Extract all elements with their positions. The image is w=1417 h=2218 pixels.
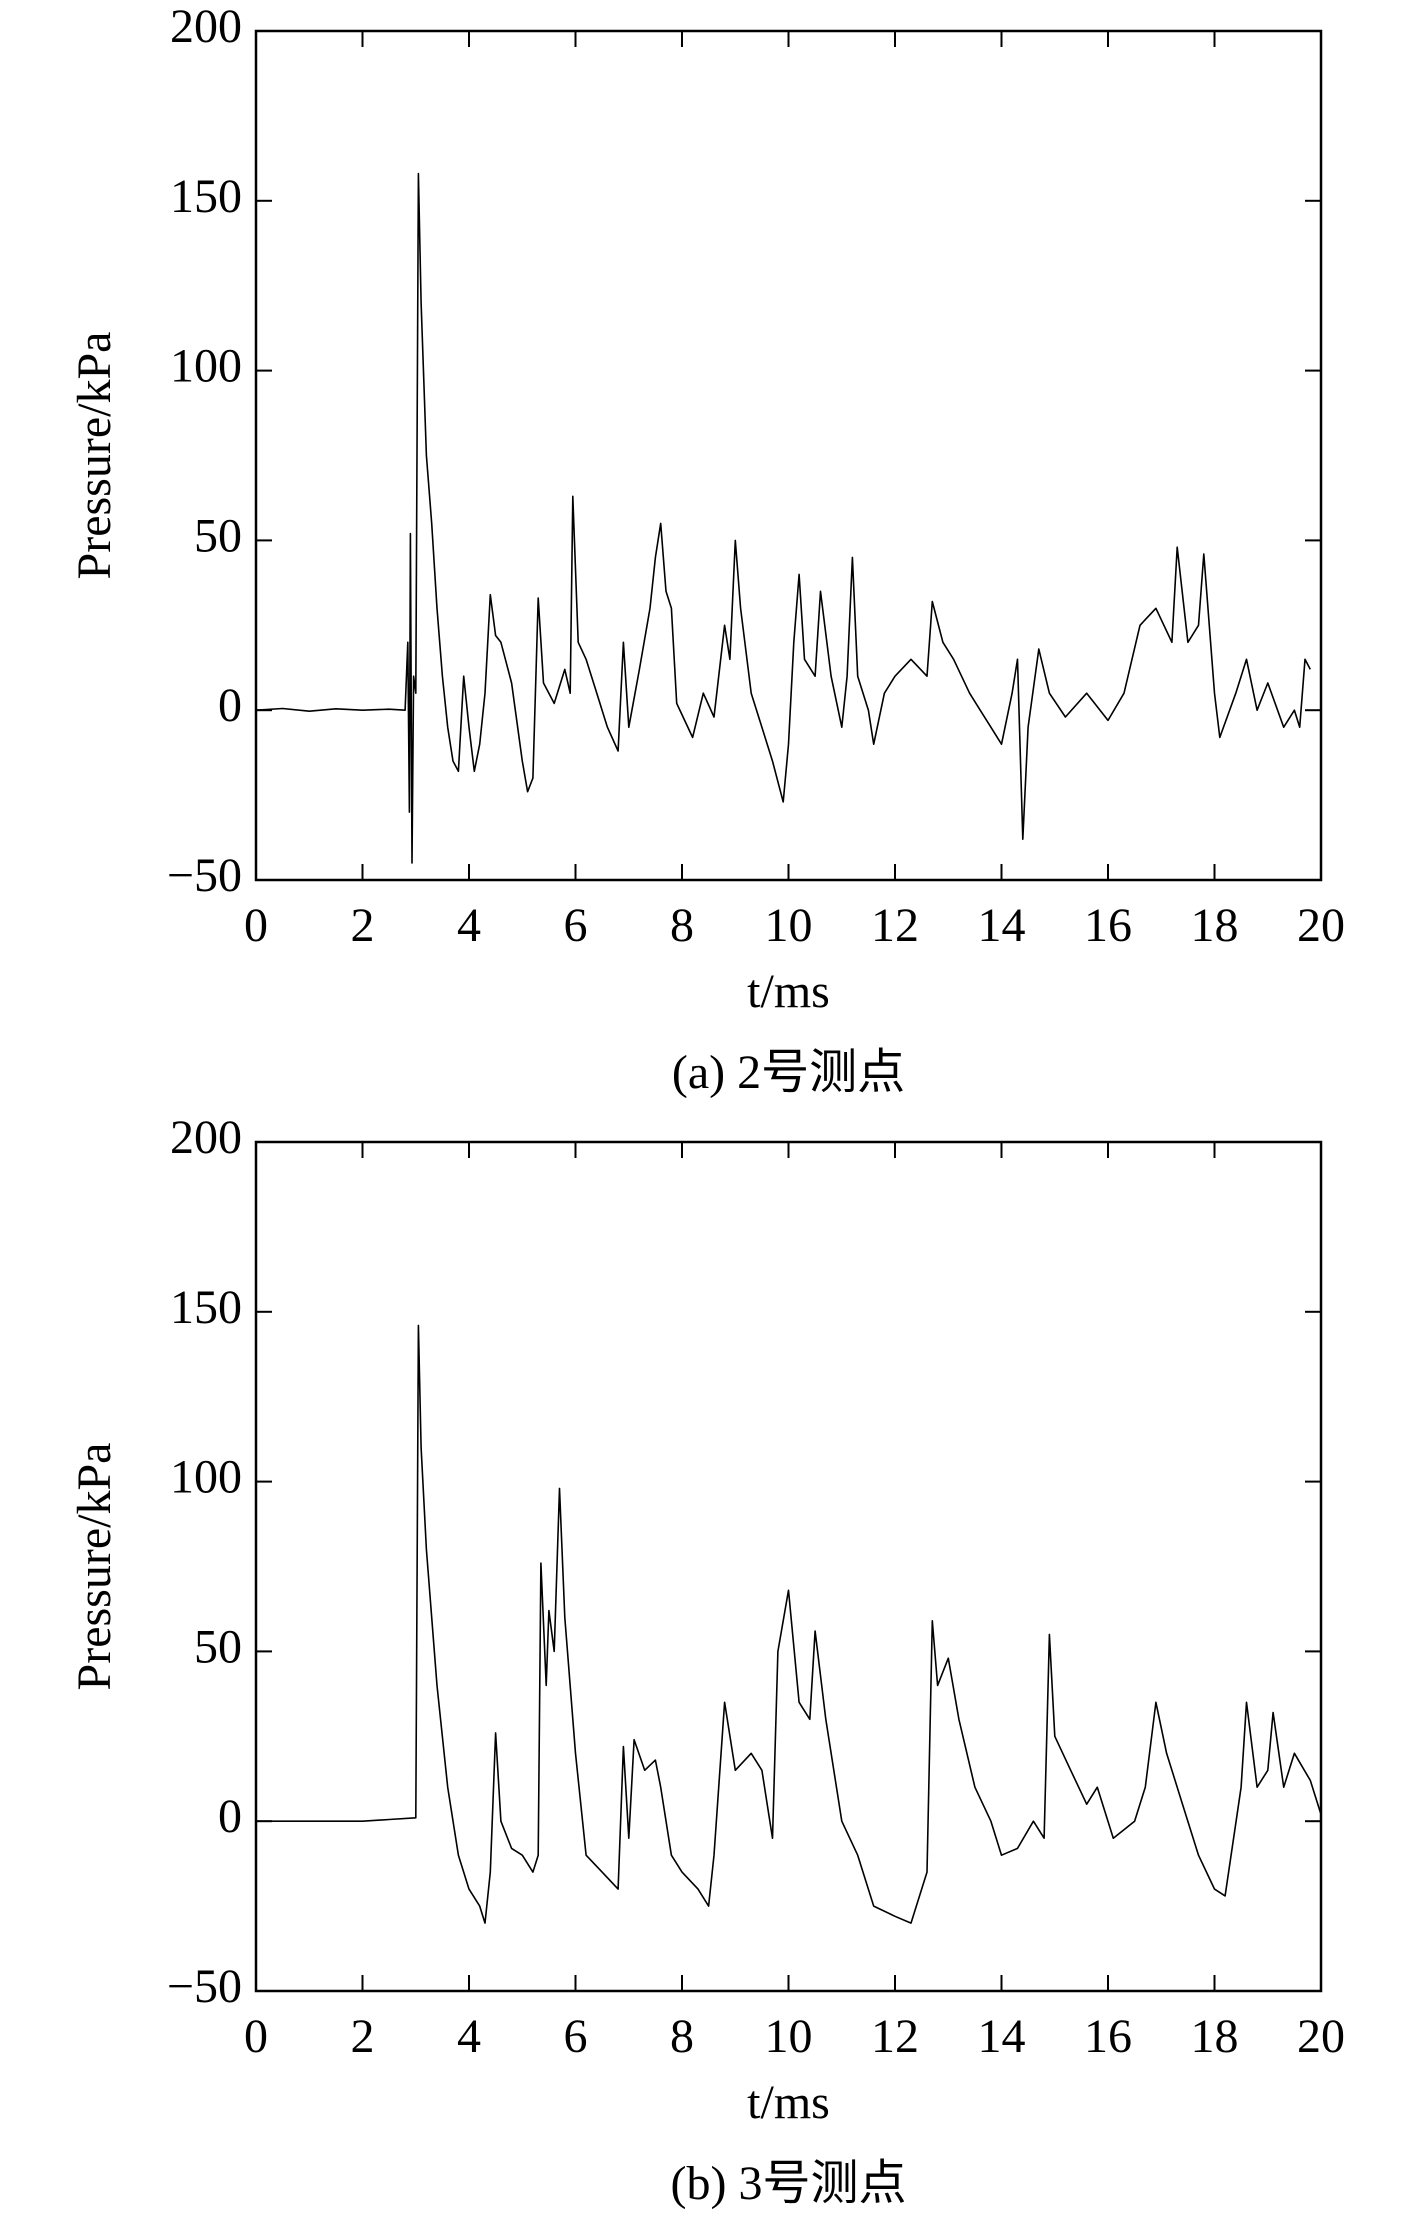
y-tick-label: −50 <box>167 1960 242 2013</box>
x-tick-label: 2 <box>351 2010 375 2063</box>
caption: (b) 3号测点 <box>671 2157 907 2210</box>
x-tick-label: 12 <box>871 2010 919 2063</box>
pressure-trace <box>256 1324 1322 1924</box>
y-tick-label: 0 <box>218 679 242 732</box>
pressure-trace <box>255 172 1312 864</box>
x-tick-label: 6 <box>564 2010 588 2063</box>
plot-frame <box>254 1140 1323 1993</box>
x-tick-label: 4 <box>457 899 481 952</box>
x-tick-label: 18 <box>1191 2010 1239 2063</box>
y-tick-label: 150 <box>170 1281 242 1334</box>
x-tick-label: 2 <box>351 899 375 952</box>
x-tick-label: 0 <box>244 2010 268 2063</box>
y-tick-label: 150 <box>170 170 242 223</box>
x-tick-label: 10 <box>765 899 813 952</box>
y-tick-label: 0 <box>218 1790 242 1843</box>
y-tick-label: −50 <box>167 849 242 902</box>
x-axis-label: t/ms <box>747 2076 830 2129</box>
y-tick-label: 100 <box>170 1451 242 1504</box>
x-tick-label: 6 <box>564 899 588 952</box>
x-tick-label: 12 <box>871 899 919 952</box>
y-tick-label: 100 <box>170 340 242 393</box>
y-tick-label: 50 <box>194 1620 242 1673</box>
y-tick-label: 200 <box>170 1111 242 1164</box>
x-tick-label: 14 <box>978 2010 1026 2063</box>
x-tick-label: 4 <box>457 2010 481 2063</box>
x-axis-label: t/ms <box>747 965 830 1018</box>
plot-frame <box>254 29 1323 882</box>
x-tick-label: 20 <box>1297 2010 1345 2063</box>
y-axis-label: Pressure/kPa <box>68 1443 121 1691</box>
x-tick-label: 20 <box>1297 899 1345 952</box>
x-tick-label: 8 <box>670 2010 694 2063</box>
y-tick-label: 50 <box>194 509 242 562</box>
caption: (a) 2号测点 <box>672 1046 905 1099</box>
x-tick-label: 10 <box>765 2010 813 2063</box>
x-tick-label: 0 <box>244 899 268 952</box>
x-tick-label: 18 <box>1191 899 1239 952</box>
y-tick-label: 200 <box>170 0 242 53</box>
x-tick-label: 14 <box>978 899 1026 952</box>
y-axis-label: Pressure/kPa <box>68 332 121 580</box>
x-tick-label: 16 <box>1084 899 1132 952</box>
x-tick-label: 8 <box>670 899 694 952</box>
x-tick-label: 16 <box>1084 2010 1132 2063</box>
